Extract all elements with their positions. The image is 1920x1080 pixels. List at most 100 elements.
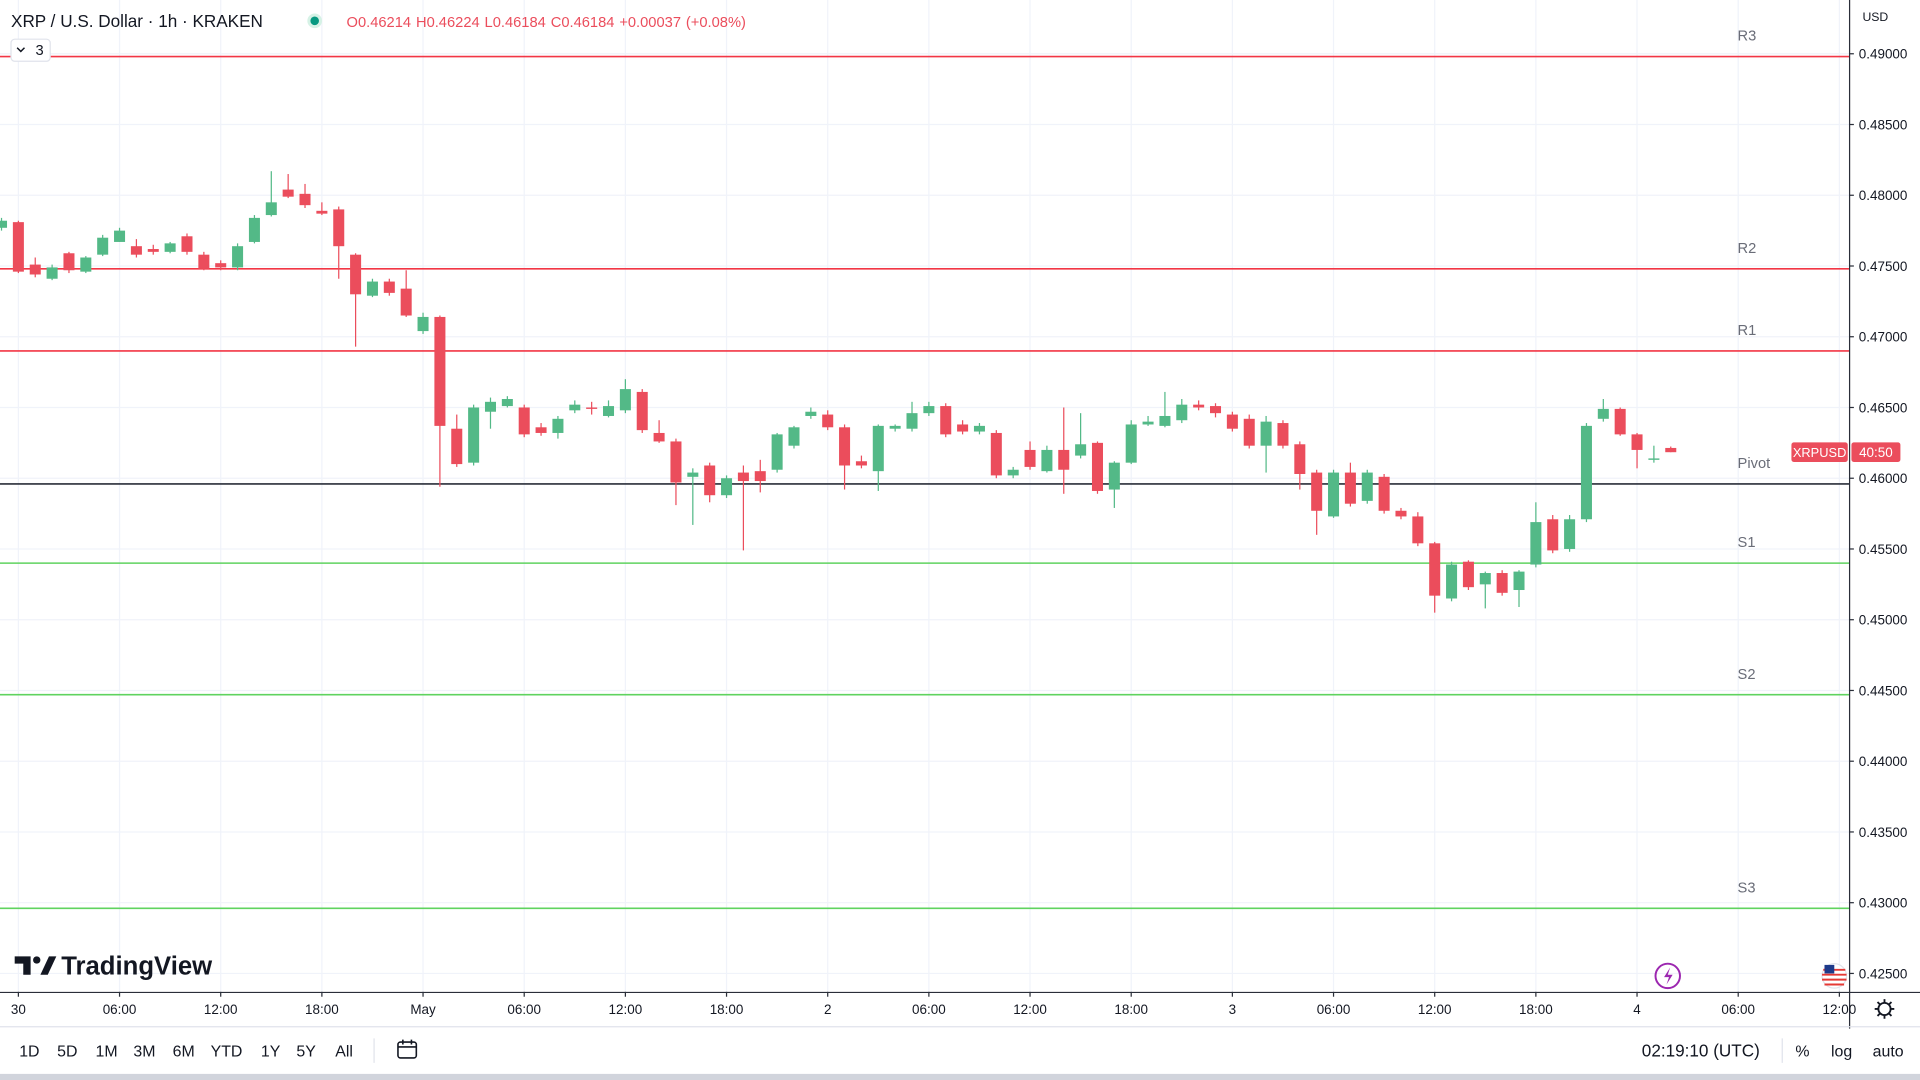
x-tick-label: 12:00	[609, 1002, 643, 1017]
candle-body	[1024, 449, 1036, 467]
indicator-toggle[interactable]: 3	[10, 38, 51, 62]
exchange-flag[interactable]	[1821, 963, 1848, 989]
range-button[interactable]: 6M	[173, 1044, 195, 1061]
y-tick-label: 0.47500	[1859, 259, 1908, 274]
candle-body	[1462, 561, 1474, 588]
range-button[interactable]: 1Y	[261, 1044, 281, 1061]
clock[interactable]: 02:19:10 (UTC)	[1642, 1041, 1760, 1061]
ohlc-label: L	[485, 15, 493, 31]
axes: 30 06:00 12:00 18:00 May 06:00 12:00 18:00 2 06:0…	[11, 10, 1908, 1017]
candle-body	[484, 401, 496, 412]
x-tick-label: 12:00	[1418, 1002, 1452, 1017]
x-tick-label: 06:00	[103, 1002, 137, 1017]
range-button[interactable]: 1D	[19, 1044, 39, 1061]
x-tick-label: 06:00	[1721, 1002, 1755, 1017]
candle-body	[1159, 415, 1171, 426]
candle-body	[535, 427, 547, 433]
y-tick-label: 0.49000	[1859, 47, 1908, 62]
range-button[interactable]: All	[335, 1044, 353, 1061]
status-dot	[310, 16, 319, 26]
range-button[interactable]: YTD	[211, 1044, 243, 1061]
y-tick-label: 0.42500	[1859, 966, 1908, 981]
calendar-icon	[397, 1041, 418, 1059]
tradingview-logo: TradingView	[14, 953, 213, 981]
price-tag-countdown: 40:50	[1859, 445, 1893, 460]
candle-body	[754, 471, 766, 482]
y-tick-label: 0.44500	[1859, 683, 1908, 698]
candle-body	[957, 424, 969, 432]
candle-body	[973, 425, 985, 432]
price-tag-symbol: XRPUSD	[1793, 445, 1847, 460]
candle-body	[1058, 449, 1070, 470]
candle-body	[434, 316, 446, 426]
scale-option[interactable]: %	[1795, 1044, 1809, 1061]
range-button[interactable]: 5D	[57, 1044, 77, 1061]
candle-body	[1395, 510, 1407, 517]
x-tick-label: 06:00	[912, 1002, 946, 1017]
candle-body	[299, 193, 311, 206]
level-label: Pivot	[1738, 456, 1771, 472]
candle-body	[215, 263, 227, 268]
candle-body	[1479, 573, 1491, 585]
candle-body	[518, 407, 530, 435]
candle-body	[805, 411, 817, 416]
settings-button[interactable]	[1874, 999, 1895, 1019]
candle-body	[923, 406, 935, 414]
price-tag-symbol-box	[1791, 442, 1848, 462]
candle-body	[198, 254, 210, 269]
price-tag-box	[1851, 442, 1901, 462]
range-button[interactable]: 3M	[133, 1044, 155, 1061]
x-tick-label: 12:00	[1013, 1002, 1047, 1017]
candle-body	[569, 404, 581, 411]
candle-body	[1344, 472, 1356, 504]
candle-body	[1243, 418, 1255, 446]
range-button[interactable]: 1M	[95, 1044, 117, 1061]
x-tick-label: 18:00	[710, 1002, 744, 1017]
candle-body	[501, 398, 513, 407]
candle-body	[12, 222, 24, 272]
y-tick-label: 0.45000	[1859, 613, 1908, 628]
candle-body	[1530, 522, 1542, 565]
y-tick-label: 0.48000	[1859, 188, 1908, 203]
range-button[interactable]: 5Y	[296, 1044, 316, 1061]
y-tick-label: 0.47000	[1859, 330, 1908, 345]
scale-option[interactable]: log	[1831, 1044, 1852, 1061]
level-label: S3	[1738, 880, 1756, 896]
date-range-button[interactable]	[397, 1039, 418, 1059]
candle-body	[771, 434, 783, 470]
candle-body	[872, 425, 884, 472]
candle-body	[451, 428, 463, 465]
candle-body	[1108, 462, 1120, 490]
candle-body	[619, 389, 631, 411]
candle-body	[1176, 404, 1188, 421]
candle-body	[1614, 408, 1626, 435]
y-tick-label: 0.46000	[1859, 471, 1908, 486]
y-tick-label: 0.44000	[1859, 754, 1908, 769]
x-tick-label: 30	[11, 1002, 26, 1017]
axis-unit[interactable]: USD	[1862, 10, 1888, 24]
candle-body	[0, 220, 8, 228]
candle-body	[1091, 442, 1103, 491]
bottom-strip	[0, 1073, 1920, 1080]
y-tick-label: 0.45500	[1859, 542, 1908, 557]
candle-body	[248, 217, 260, 242]
candle-body	[603, 406, 615, 416]
ohlc-value: 0.46184	[561, 15, 614, 31]
logo-mark	[14, 956, 31, 975]
candle-body	[468, 407, 480, 463]
candle-body	[1547, 519, 1559, 551]
candle-body	[704, 465, 716, 496]
indicator-box[interactable]	[10, 38, 51, 62]
candle-body	[1513, 571, 1525, 591]
candle-body	[46, 267, 58, 279]
scale-option[interactable]: auto	[1873, 1044, 1904, 1061]
x-tick-label: 12:00	[204, 1002, 238, 1017]
gear-teeth	[1874, 999, 1895, 1019]
candle-body	[906, 413, 918, 429]
candle-body	[1496, 573, 1508, 593]
candle-body	[1665, 447, 1677, 453]
lightning-button[interactable]	[1654, 962, 1681, 990]
level-label: S2	[1738, 667, 1756, 683]
candle-body	[1210, 406, 1222, 414]
